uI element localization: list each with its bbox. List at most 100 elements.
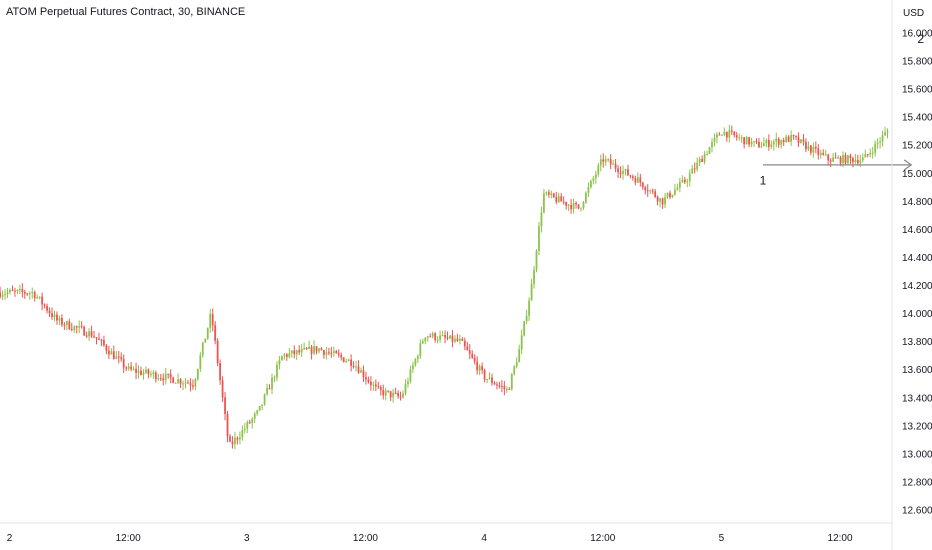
candle-body: [369, 381, 372, 386]
candle-body: [199, 355, 202, 369]
time-tick-label: 12:00: [828, 533, 853, 544]
candle-body: [780, 140, 783, 145]
candle-body: [763, 143, 765, 147]
candle-body: [849, 155, 852, 159]
candle-body: [730, 130, 733, 132]
candle-body: [555, 197, 558, 203]
candle-body: [594, 174, 597, 179]
time-tick-label: 12:00: [353, 533, 378, 544]
candle-body: [528, 300, 530, 316]
candle-body: [646, 190, 649, 192]
price-tick-label: 13.800: [902, 337, 932, 348]
candle-body: [110, 351, 113, 355]
candle-body: [792, 135, 795, 137]
candle-body: [214, 325, 217, 341]
candle-body: [676, 187, 679, 190]
candle-body: [293, 350, 296, 355]
candle-body: [852, 158, 854, 163]
candle-body: [426, 336, 429, 338]
candle-body: [698, 158, 701, 163]
arrow-head-icon: [903, 159, 913, 171]
candle-body: [268, 388, 271, 390]
candle-body: [708, 147, 711, 154]
candle-body: [83, 326, 86, 336]
candle-body: [43, 304, 46, 306]
candle-body: [854, 160, 857, 163]
candle-body: [844, 155, 847, 164]
price-tick-label: 13.000: [902, 449, 932, 460]
candle-body: [686, 181, 689, 183]
candle-body: [404, 384, 407, 394]
candle-body: [416, 356, 419, 360]
candle-body: [246, 422, 249, 429]
candle-body: [760, 146, 763, 148]
candle-body: [355, 366, 357, 368]
candle-body: [797, 137, 800, 143]
candle-body: [458, 338, 461, 341]
candle-body: [98, 338, 100, 340]
candle-body: [543, 193, 545, 213]
candle-body: [332, 351, 335, 353]
candle-body: [204, 338, 207, 343]
candle-body: [431, 333, 434, 337]
candle-body: [879, 141, 881, 143]
candle-body: [231, 441, 234, 445]
time-axis[interactable]: 212:00312:00412:00512:00612:00712:00812:…: [7, 533, 932, 544]
candle-body: [387, 390, 390, 392]
candle-body: [345, 361, 348, 363]
candle-body: [90, 331, 93, 337]
candle-body: [187, 382, 189, 384]
candle-body: [503, 386, 506, 390]
candle-body: [184, 382, 187, 384]
candle-body: [295, 350, 298, 355]
price-tick-label: 12.600: [902, 506, 932, 517]
candle-body: [308, 346, 310, 350]
candle-body: [847, 155, 849, 164]
candle-body: [164, 373, 167, 381]
candle-body: [192, 385, 194, 387]
candle-body: [498, 385, 501, 387]
time-tick-label: 5: [719, 533, 725, 544]
candle-body: [587, 187, 590, 193]
candle-body: [300, 348, 303, 353]
candle-body: [367, 379, 370, 382]
candle-body: [767, 139, 770, 147]
candle-body: [266, 388, 268, 395]
candle-body: [669, 192, 671, 198]
candle-body: [486, 379, 488, 381]
candle-body: [466, 346, 469, 351]
candle-body: [429, 336, 432, 338]
price-axis[interactable]: 16.000 15.800 15.600 15.400 15.200 15.000 14.8…: [902, 29, 932, 517]
candle-body: [436, 339, 439, 341]
candle-body: [666, 192, 669, 198]
candle-body: [169, 373, 172, 378]
candle-body: [127, 366, 130, 369]
price-tick-label: 15.400: [902, 113, 932, 124]
candle-body: [224, 397, 226, 415]
candle-body: [36, 297, 39, 299]
candle-body: [315, 346, 318, 352]
candle-body: [56, 314, 58, 321]
candle-body: [402, 393, 404, 398]
candle-body: [743, 137, 746, 145]
candle-body: [866, 154, 869, 156]
candle-body: [627, 169, 629, 176]
candle-body: [251, 418, 254, 423]
candle-body: [575, 202, 577, 205]
candle-body: [377, 386, 380, 388]
candle-body: [305, 347, 308, 350]
candle-body: [629, 175, 632, 177]
candle-body: [276, 364, 278, 378]
candle-body: [226, 414, 229, 437]
candle-body: [580, 207, 582, 209]
candle-body: [100, 339, 103, 341]
candle-body: [607, 159, 610, 161]
candle-body: [617, 168, 619, 173]
candle-body: [407, 381, 409, 385]
candle-body: [70, 329, 73, 331]
candle-body: [582, 202, 585, 208]
candle-body: [313, 346, 315, 354]
candle-body: [11, 289, 14, 291]
candle-body: [357, 366, 360, 373]
